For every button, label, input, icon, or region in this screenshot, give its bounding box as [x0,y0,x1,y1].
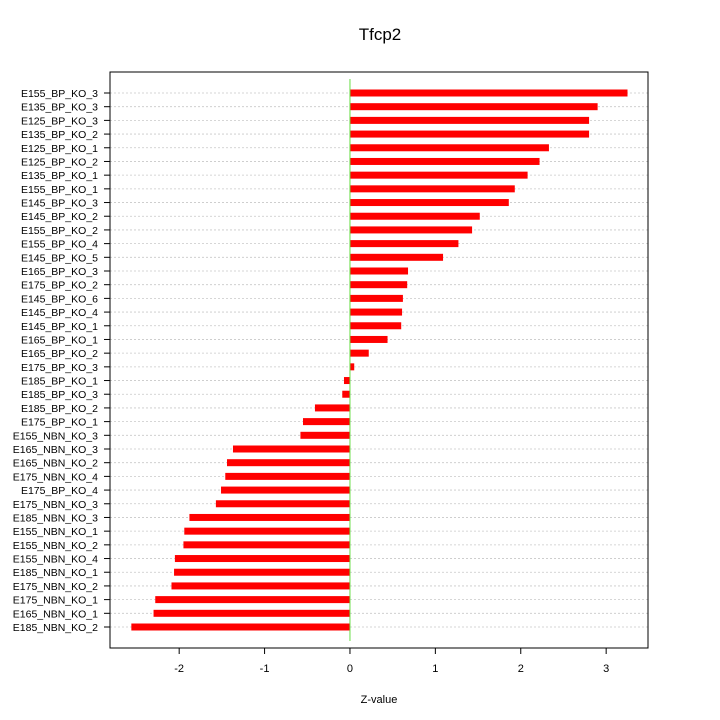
bar [184,527,350,535]
bar [349,130,590,138]
y-tick-label: E185_BP_KO_1 [21,376,98,388]
y-tick-label: E175_NBN_KO_3 [13,499,98,511]
y-tick-label: E155_NBN_KO_2 [13,540,98,552]
y-tick-label: E135_BP_KO_1 [21,170,98,182]
bar [349,253,444,261]
bar [225,472,350,480]
y-tick-label: E185_NBN_KO_2 [13,622,98,634]
y-tick-label: E165_BP_KO_3 [21,266,98,278]
y-tick-label: E155_BP_KO_3 [21,88,98,100]
y-tick-label: E165_BP_KO_1 [21,334,98,346]
bar [174,568,350,576]
bar [349,308,403,316]
x-axis-label: Z-value [361,694,398,706]
bar [349,335,388,343]
bar [349,199,509,207]
y-tick-label: E175_BP_KO_1 [21,417,98,429]
y-tick-label: E175_BP_KO_2 [21,280,98,292]
bar [300,431,350,439]
bar [189,513,350,521]
bar [221,486,350,494]
y-tick-label: E175_NBN_KO_4 [13,471,98,483]
bar [343,377,350,385]
bar [349,171,528,179]
bar [349,267,409,275]
y-tick-label: E145_BP_KO_6 [21,293,98,305]
y-tick-label: E155_BP_KO_4 [21,239,98,251]
bar [302,418,350,426]
y-tick-label: E165_NBN_KO_3 [13,444,98,456]
y-tick-label: E155_NBN_KO_4 [13,554,98,566]
y-tick-label: E155_NBN_KO_3 [13,430,98,442]
y-tick-label: E155_BP_KO_2 [21,225,98,237]
x-tick-label: -1 [260,663,270,675]
bar [131,623,350,631]
bar [349,240,459,248]
y-tick-label: E135_BP_KO_3 [21,102,98,114]
plot-frame [109,71,649,649]
bar [232,445,350,453]
y-tick-label: E175_BP_KO_3 [21,362,98,374]
y-tick-label: E165_NBN_KO_1 [13,608,98,620]
y-tick-label: E125_BP_KO_3 [21,115,98,127]
bar [349,281,408,289]
bar [171,582,350,590]
bar [349,294,403,302]
bar [174,555,350,563]
bar [349,363,355,371]
bar [349,322,402,330]
bar [349,144,549,152]
bar [349,89,628,97]
x-tick-label: -2 [174,663,184,675]
bar [349,103,598,111]
chart-title: Tfcp2 [359,25,402,44]
y-tick-label: E145_BP_KO_5 [21,252,98,264]
y-tick-label: E175_NBN_KO_1 [13,595,98,607]
y-tick-label: E185_NBN_KO_3 [13,512,98,524]
y-tick-label: E145_BP_KO_2 [21,211,98,223]
y-tick-label: E175_NBN_KO_2 [13,581,98,593]
y-tick-label: E185_NBN_KO_1 [13,567,98,579]
bar [155,596,350,604]
y-tick-label: E125_BP_KO_1 [21,143,98,155]
bar [183,541,350,549]
y-tick-label: E145_BP_KO_4 [21,307,98,319]
bar [349,116,590,124]
y-tick-label: E185_BP_KO_3 [21,389,98,401]
bar [349,212,480,220]
y-tick-label: E165_NBN_KO_2 [13,458,98,470]
y-tick-label: E175_BP_KO_4 [21,485,98,497]
y-tick-label: E185_BP_KO_2 [21,403,98,415]
bar [349,349,369,357]
bar [349,185,515,193]
x-tick-label: 0 [347,663,353,675]
bar [153,609,350,617]
y-tick-label: E155_NBN_KO_1 [13,526,98,538]
y-tick-label: E145_BP_KO_3 [21,198,98,210]
x-tick-label: 3 [603,663,609,675]
bar [226,459,350,467]
bar [314,404,350,412]
bar [349,226,473,234]
y-tick-label: E125_BP_KO_2 [21,156,98,168]
y-tick-label: E165_BP_KO_2 [21,348,98,360]
x-tick-label: 2 [518,663,524,675]
bar [215,500,350,508]
y-tick-label: E155_BP_KO_1 [21,184,98,196]
y-tick-label: E135_BP_KO_2 [21,129,98,141]
x-tick-label: 1 [432,663,438,675]
bar [342,390,350,398]
y-tick-label: E145_BP_KO_1 [21,321,98,333]
bar [349,157,540,165]
